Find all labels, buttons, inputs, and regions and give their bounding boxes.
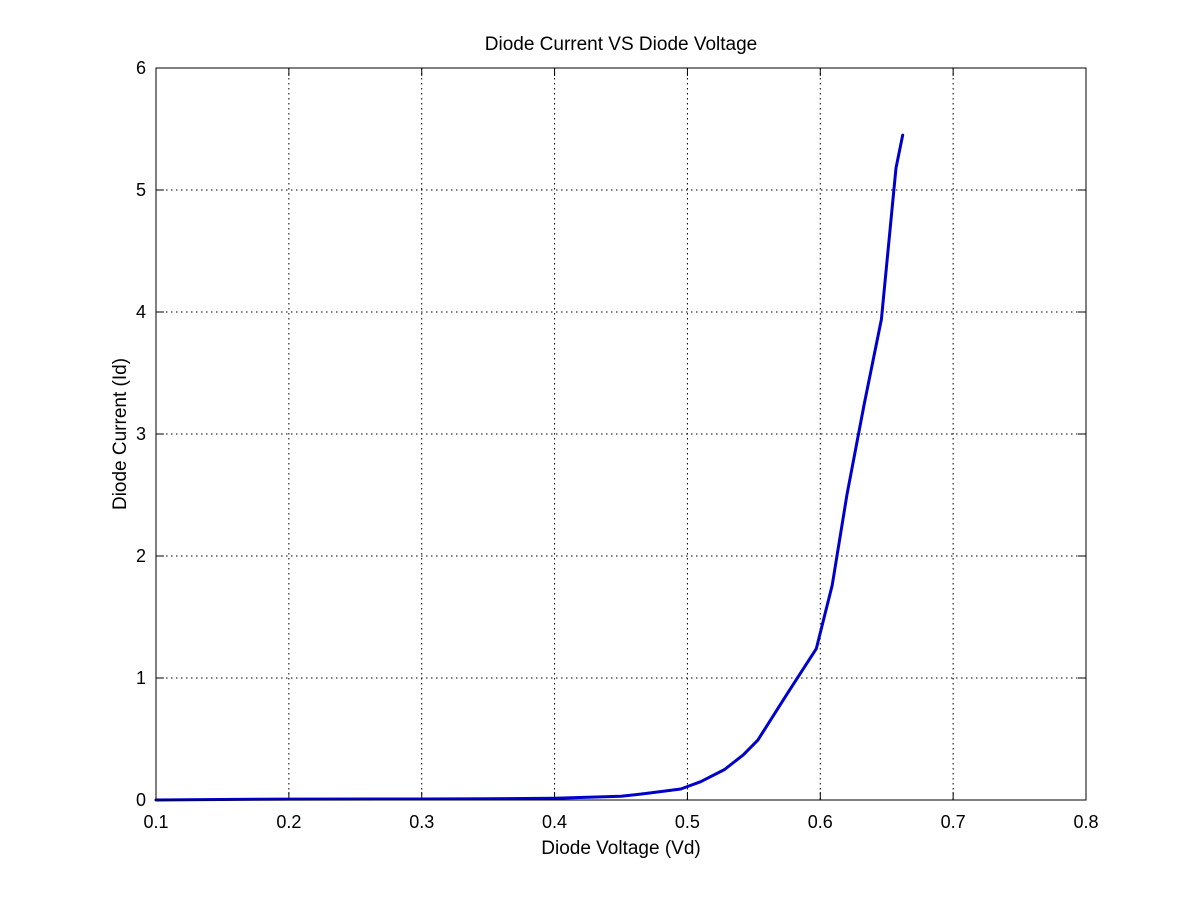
y-tick-label: 2	[136, 546, 146, 566]
grid	[156, 68, 1086, 800]
y-tick-label: 5	[136, 180, 146, 200]
y-axis-label: Diode Current (Id)	[110, 358, 131, 510]
x-tick-label: 0.4	[542, 812, 567, 832]
y-tick-label: 0	[136, 790, 146, 810]
y-tick-label: 3	[136, 424, 146, 444]
series-line	[154, 133, 905, 802]
x-tick-label: 0.7	[941, 812, 966, 832]
tick-labels: 0.1 0.2 0.3 0.4 0.5 0.6 0.7 0.8 0 1 2 3 4 5 6	[136, 58, 1099, 832]
x-tick-label: 0.1	[143, 812, 168, 832]
x-tick-label: 0.2	[276, 812, 301, 832]
x-tick-label: 0.6	[808, 812, 833, 832]
series-group	[154, 133, 905, 802]
x-tick-label: 0.8	[1073, 812, 1098, 832]
y-tick-label: 4	[136, 302, 146, 322]
plot-frame	[155, 67, 1087, 801]
x-tick-label: 0.3	[409, 812, 434, 832]
x-tick-label: 0.5	[675, 812, 700, 832]
chart-title: Diode Current VS Diode Voltage	[485, 34, 758, 55]
y-tick-label: 1	[136, 668, 146, 688]
x-axis-label: Diode Voltage (Vd)	[541, 838, 701, 859]
y-tick-label: 6	[136, 58, 146, 78]
